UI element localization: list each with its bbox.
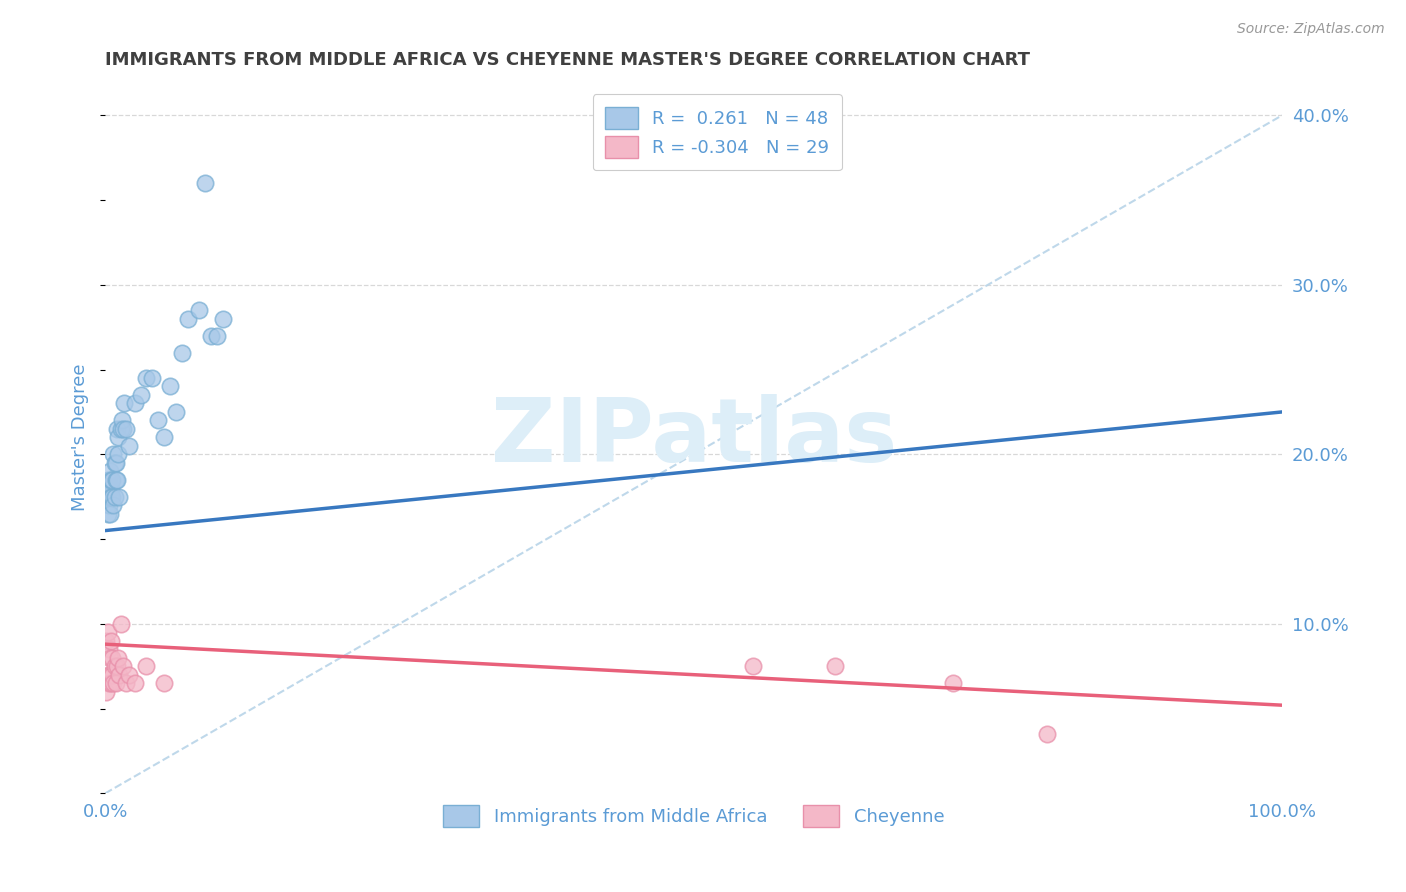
Point <box>107 447 129 461</box>
Point <box>741 659 763 673</box>
Point <box>110 422 132 436</box>
Point <box>212 311 235 326</box>
Y-axis label: Master's Degree: Master's Degree <box>72 364 89 511</box>
Point <box>111 659 134 673</box>
Point <box>205 328 228 343</box>
Legend: Immigrants from Middle Africa, Cheyenne: Immigrants from Middle Africa, Cheyenne <box>436 797 952 834</box>
Point <box>194 176 217 190</box>
Point <box>100 481 122 495</box>
Point <box>103 676 125 690</box>
Point <box>112 396 135 410</box>
Point <box>107 430 129 444</box>
Point <box>159 379 181 393</box>
Point <box>176 311 198 326</box>
Point <box>96 481 118 495</box>
Point <box>104 456 127 470</box>
Point <box>105 422 128 436</box>
Point <box>105 473 128 487</box>
Point <box>97 498 120 512</box>
Point <box>108 667 131 681</box>
Point <box>118 667 141 681</box>
Point <box>135 659 157 673</box>
Point <box>98 507 121 521</box>
Text: IMMIGRANTS FROM MIDDLE AFRICA VS CHEYENNE MASTER'S DEGREE CORRELATION CHART: IMMIGRANTS FROM MIDDLE AFRICA VS CHEYENN… <box>105 51 1031 69</box>
Point <box>105 659 128 673</box>
Point <box>115 422 138 436</box>
Point <box>97 625 120 640</box>
Text: ZIPatlas: ZIPatlas <box>491 394 897 481</box>
Point <box>111 413 134 427</box>
Point <box>100 633 122 648</box>
Point <box>108 490 131 504</box>
Point <box>104 676 127 690</box>
Text: Source: ZipAtlas.com: Source: ZipAtlas.com <box>1237 22 1385 37</box>
Point <box>97 481 120 495</box>
Point <box>96 684 118 698</box>
Point <box>97 490 120 504</box>
Point <box>188 303 211 318</box>
Point <box>824 659 846 673</box>
Point <box>148 413 170 427</box>
Point <box>124 676 146 690</box>
Point <box>124 396 146 410</box>
Point <box>97 667 120 681</box>
Point <box>110 616 132 631</box>
Point <box>101 650 124 665</box>
Point <box>100 490 122 504</box>
Point <box>98 490 121 504</box>
Point <box>97 642 120 657</box>
Point <box>103 498 125 512</box>
Point <box>101 473 124 487</box>
Point <box>101 667 124 681</box>
Point <box>153 430 176 444</box>
Point <box>96 633 118 648</box>
Point <box>98 667 121 681</box>
Point <box>104 473 127 487</box>
Point <box>96 490 118 504</box>
Point <box>111 422 134 436</box>
Point <box>97 473 120 487</box>
Point <box>141 371 163 385</box>
Point <box>104 490 127 504</box>
Point <box>135 371 157 385</box>
Point <box>118 439 141 453</box>
Point <box>104 456 127 470</box>
Point <box>103 447 125 461</box>
Point <box>170 345 193 359</box>
Point <box>98 464 121 478</box>
Point <box>97 507 120 521</box>
Point <box>115 676 138 690</box>
Point <box>153 676 176 690</box>
Point <box>165 405 187 419</box>
Point <box>101 490 124 504</box>
Point <box>98 650 121 665</box>
Point <box>104 659 127 673</box>
Point <box>97 473 120 487</box>
Point <box>100 473 122 487</box>
Point <box>100 676 122 690</box>
Point <box>200 328 222 343</box>
Point <box>1036 727 1059 741</box>
Point <box>129 388 152 402</box>
Point <box>107 650 129 665</box>
Point <box>942 676 965 690</box>
Point <box>97 676 120 690</box>
